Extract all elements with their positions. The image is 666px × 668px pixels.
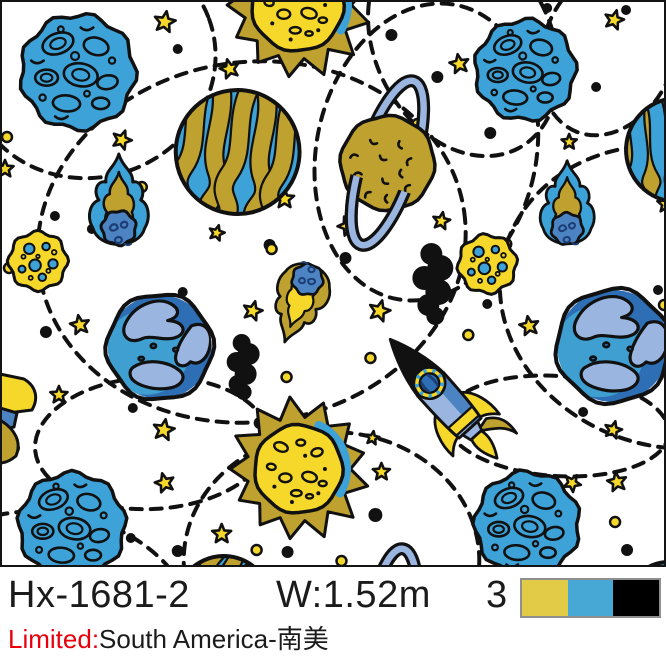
color-swatch <box>567 580 614 616</box>
limited-label: Limited: <box>8 624 100 654</box>
color-count: 3 <box>486 574 508 616</box>
fabric-pattern-image <box>0 0 666 567</box>
color-swatch <box>613 580 660 616</box>
space-pattern-svg <box>2 2 664 565</box>
limited-region: South America-南美 <box>99 624 329 654</box>
width-spec: W:1.52m <box>276 574 431 616</box>
product-info-footer: Hx-1681-2 W:1.52m 3 Limited:South Americ… <box>0 567 666 668</box>
product-code: Hx-1681-2 <box>8 574 190 616</box>
color-swatch-bar <box>520 578 661 618</box>
limited-line: Limited:South America-南美 <box>8 624 329 654</box>
color-swatch <box>522 580 568 616</box>
